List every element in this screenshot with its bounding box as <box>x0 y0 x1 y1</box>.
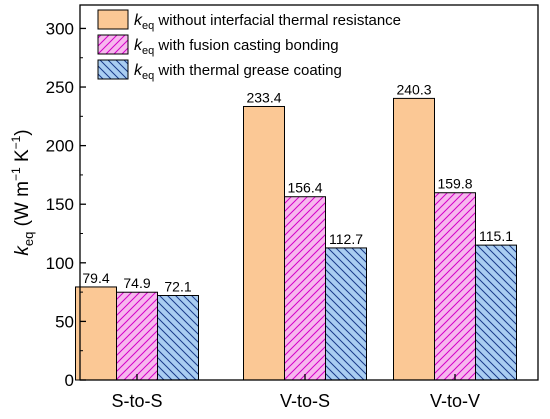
legend-label-series-1: keq without interfacial thermal resistan… <box>134 12 401 32</box>
bar-series-2-v-to-s <box>284 196 326 381</box>
y-tick-label: 50 <box>55 312 74 331</box>
bar-series-1-s-to-s <box>75 286 117 381</box>
bar-series-1-v-to-v <box>393 97 435 381</box>
legend-swatch-series-1 <box>97 9 129 30</box>
bar-series-1-v-to-s <box>243 105 285 381</box>
y-tick-label: 300 <box>46 19 74 38</box>
y-tick-label: 100 <box>46 254 74 273</box>
x-category-label: V-to-V <box>430 391 480 411</box>
bar-series-2-v-to-v <box>434 192 476 381</box>
y-tick-label: 200 <box>46 137 74 156</box>
legend-label-series-3: keq with thermal grease coating <box>134 62 342 82</box>
data-label-series-2-v-to-v: 159.8 <box>437 176 472 192</box>
bar-series-3-s-to-s <box>157 295 199 381</box>
y-tick-label: 0 <box>65 371 74 390</box>
data-label-series-3-s-to-s: 72.1 <box>164 279 191 295</box>
y-axis-title: keq (W m−1 K−1) <box>9 129 36 255</box>
bar-series-2-s-to-s <box>116 291 158 381</box>
plot-frame <box>79 4 539 381</box>
data-label-series-1-v-to-v: 240.3 <box>396 81 431 97</box>
data-label-series-2-s-to-s: 74.9 <box>123 275 150 291</box>
x-category-label: S-to-S <box>111 391 162 411</box>
legend-label-series-2: keq with fusion casting bonding <box>134 37 339 57</box>
data-label-series-2-v-to-s: 156.4 <box>287 180 322 196</box>
legend-swatch-series-2 <box>97 34 129 55</box>
data-label-series-1-s-to-s: 79.4 <box>82 270 109 286</box>
y-tick-label: 150 <box>46 195 74 214</box>
legend-swatch-series-3 <box>97 59 129 80</box>
y-tick-label: 250 <box>46 78 74 97</box>
data-label-series-3-v-to-v: 115.1 <box>479 228 513 244</box>
data-label-series-1-v-to-s: 233.4 <box>246 89 281 105</box>
data-label-series-3-v-to-s: 112.7 <box>329 231 363 247</box>
bar-series-3-v-to-v <box>475 244 517 381</box>
bar-series-3-v-to-s <box>325 247 367 381</box>
x-category-label: V-to-S <box>280 391 330 411</box>
